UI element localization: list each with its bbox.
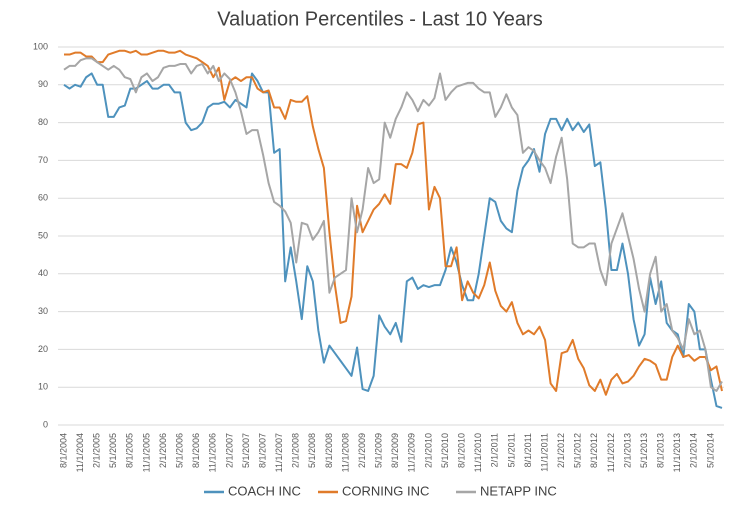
x-tick-label: 11/1/2011: [539, 433, 549, 472]
x-tick-label: 2/1/2007: [224, 433, 234, 468]
y-tick-label: 10: [38, 382, 48, 392]
x-tick-label: 2/1/2009: [357, 433, 367, 468]
x-tick-label: 2/1/2008: [291, 433, 301, 468]
x-tick-label: 5/1/2008: [307, 433, 317, 468]
x-tick-label: 11/1/2012: [606, 433, 616, 472]
x-tick-label: 8/1/2005: [125, 433, 135, 468]
x-tick-label: 2/1/2013: [622, 433, 632, 468]
x-tick-label: 5/1/2009: [374, 433, 384, 468]
y-tick-label: 70: [38, 155, 48, 165]
x-tick-label: 8/1/2012: [589, 433, 599, 468]
y-tick-label: 30: [38, 306, 48, 316]
x-tick-label: 8/1/2009: [390, 433, 400, 468]
x-tick-label: 5/1/2014: [705, 433, 715, 468]
x-tick-label: 8/1/2013: [656, 433, 666, 468]
legend-label: CORNING INC: [342, 483, 429, 498]
x-tick-label: 8/1/2006: [191, 433, 201, 468]
x-tick-label: 11/1/2005: [141, 433, 151, 472]
x-tick-label: 5/1/2011: [506, 433, 516, 467]
chart-title: Valuation Percentiles - Last 10 Years: [217, 8, 542, 30]
y-tick-label: 100: [33, 41, 48, 51]
x-tick-label: 5/1/2007: [241, 433, 251, 468]
x-tick-label: 5/1/2006: [174, 433, 184, 468]
series-line: [63, 72, 723, 409]
y-tick-label: 50: [38, 230, 48, 240]
x-tick-label: 11/1/2008: [340, 433, 350, 472]
x-tick-label: 8/1/2011: [523, 433, 533, 467]
x-tick-label: 8/1/2010: [456, 433, 466, 468]
x-tick-label: 5/1/2013: [639, 433, 649, 468]
x-tick-label: 11/1/2007: [274, 433, 284, 472]
legend-label: NETAPP INC: [480, 483, 557, 498]
x-tick-label: 8/1/2004: [58, 433, 68, 468]
series-line: [64, 49, 723, 396]
x-tick-label: 2/1/2006: [158, 433, 168, 468]
x-tick-label: 11/1/2009: [407, 433, 417, 472]
x-tick-label: 11/1/2010: [473, 433, 483, 472]
x-tick-label: 11/1/2004: [75, 433, 85, 472]
x-tick-label: 5/1/2010: [440, 433, 450, 468]
y-tick-label: 80: [38, 117, 48, 127]
x-tick-label: 2/1/2012: [556, 433, 566, 468]
x-tick-label: 5/1/2012: [573, 433, 583, 468]
y-tick-label: 40: [38, 268, 48, 278]
x-tick-label: 2/1/2014: [689, 433, 699, 468]
x-tick-label: 2/1/2010: [423, 433, 433, 468]
x-tick-label: 11/1/2013: [672, 433, 682, 472]
x-tick-label: 2/1/2005: [92, 433, 102, 468]
y-tick-label: 90: [38, 79, 48, 89]
x-tick-label: 5/1/2005: [108, 433, 118, 468]
y-tick-label: 60: [38, 193, 48, 203]
x-tick-label: 8/1/2008: [324, 433, 334, 468]
legend-label: COACH INC: [228, 483, 301, 498]
x-tick-label: 2/1/2011: [490, 433, 500, 467]
y-tick-label: 20: [38, 344, 48, 354]
y-tick-label: 0: [43, 419, 48, 429]
series-line: [63, 57, 723, 392]
x-tick-label: 11/1/2006: [208, 433, 218, 472]
x-tick-label: 8/1/2007: [257, 433, 267, 468]
